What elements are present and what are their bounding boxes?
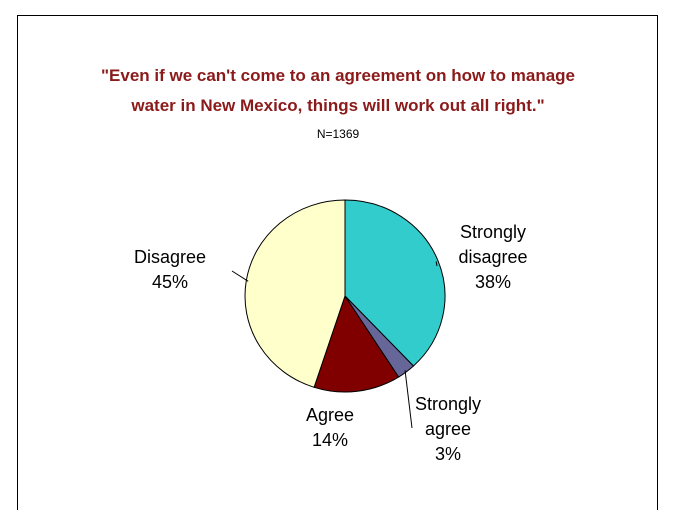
pie-slice-strongly-disagree: [344, 199, 446, 367]
chart-subtitle: N=1369: [316, 127, 360, 141]
pie-slice-agree: [313, 294, 400, 393]
slice-label-disagree: Disagree 45%: [134, 247, 206, 292]
leader-line-strongly-disagree: [435, 261, 438, 267]
pie-slice-disagree: [244, 199, 346, 388]
slice-label-strongly-disagree: Strongly disagree 38%: [458, 222, 527, 292]
leader-line-disagree: [231, 270, 249, 282]
chart-title-line-2: water in New Mexico, things will work ou…: [131, 96, 545, 115]
chart-title-line-1: "Even if we can't come to an agreement o…: [100, 66, 576, 85]
slice-label-strongly-agree: Strongly agree 3%: [415, 394, 481, 464]
slice-label-agree: Agree 14%: [306, 405, 354, 450]
leader-line-strongly-agree: [404, 370, 413, 429]
